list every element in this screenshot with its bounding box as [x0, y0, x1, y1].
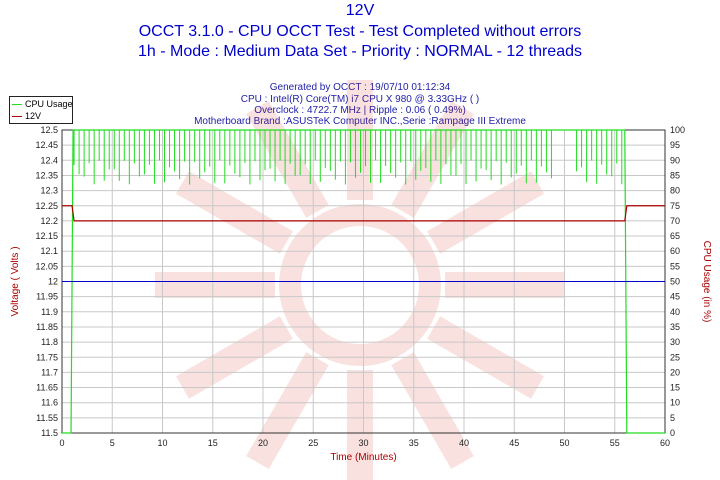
x-axis-label: Time (Minutes)	[330, 452, 396, 463]
y-tick-label: 12.5	[40, 125, 58, 135]
y-tick-label: 11.7	[41, 367, 58, 377]
x-tick-label: 20	[258, 438, 268, 448]
x-tick-label: 15	[208, 438, 218, 448]
y2-tick-label: 50	[670, 277, 680, 287]
legend-swatch-cpu-usage	[12, 104, 22, 106]
y-tick-label: 12.4	[40, 155, 58, 165]
y-tick-label: 12.15	[35, 231, 58, 241]
y2-tick-label: 85	[670, 170, 680, 180]
x-tick-label: 45	[509, 438, 519, 448]
legend-item-12v: 12V	[12, 110, 41, 122]
y2-tick-label: 75	[670, 201, 680, 211]
y-tick-label: 11.9	[41, 307, 58, 317]
legend: CPU Usage 12V	[9, 96, 73, 124]
y-tick-label: 11.65	[36, 383, 58, 393]
y-tick-label: 11.8	[41, 337, 58, 347]
y-tick-label: 12.1	[40, 246, 58, 256]
x-tick-label: 5	[110, 438, 115, 448]
y2-tick-label: 90	[670, 155, 680, 165]
info-generated: Generated by OCCT : 19/07/10 01:12:34	[269, 82, 451, 93]
chart-subtitle-test: OCCT 3.1.0 - CPU OCCT Test - Test Comple…	[138, 23, 582, 40]
y2-axis-label: CPU Usage (in %)	[701, 241, 712, 323]
y2-tick-label: 0	[670, 428, 675, 438]
y-axis-label: Voltage ( Volts )	[10, 246, 21, 316]
y-tick-label: 11.75	[36, 352, 58, 362]
legend-label-cpu-usage: CPU Usage	[25, 99, 73, 109]
y2-tick-label: 80	[670, 186, 680, 196]
y-tick-label: 12.35	[35, 170, 58, 180]
series-line-12v	[62, 205, 665, 222]
x-tick-label: 55	[610, 438, 620, 448]
y2-tick-label: 30	[670, 337, 680, 347]
chart-subtitle-mode: 1h - Mode : Medium Data Set - Priority :…	[137, 43, 582, 60]
x-tick-label: 35	[409, 438, 419, 448]
x-tick-label: 0	[59, 438, 64, 448]
series-line-cpu-usage	[62, 129, 665, 434]
y2-tick-label: 60	[670, 246, 680, 256]
y2-tick-label: 15	[670, 383, 680, 393]
y2-tick-label: 45	[670, 292, 680, 302]
watermark-logo	[155, 80, 565, 480]
legend-label-12v: 12V	[25, 111, 42, 121]
y-tick-label: 11.6	[41, 398, 58, 408]
y-tick-label: 12.3	[40, 186, 58, 196]
y-tick-label: 11.55	[36, 413, 58, 423]
legend-swatch-12v	[12, 116, 22, 118]
y2-tick-label: 40	[670, 307, 680, 317]
y-tick-label: 11.95	[36, 292, 58, 302]
y-tick-label: 11.5	[41, 428, 58, 438]
y-tick-label: 12.2	[40, 216, 58, 226]
y2-tick-label: 100	[670, 125, 685, 135]
x-tick-label: 25	[308, 438, 318, 448]
x-tick-label: 10	[157, 438, 167, 448]
y2-tick-label: 20	[670, 367, 680, 377]
y2-tick-label: 55	[670, 261, 680, 271]
x-tick-label: 30	[358, 438, 368, 448]
y2-tick-label: 10	[670, 398, 680, 408]
x-tick-label: 40	[459, 438, 469, 448]
y2-tick-label: 65	[670, 231, 680, 241]
info-cpu: CPU : Intel(R) Core(TM) i7 CPU X 980 @ 3…	[240, 94, 480, 105]
y-tick-label: 11.85	[36, 322, 58, 332]
y2-tick-label: 95	[670, 140, 680, 150]
y2-tick-label: 35	[670, 322, 680, 332]
y-tick-label: 12	[48, 277, 58, 287]
y2-tick-label: 70	[670, 216, 680, 226]
info-overclock: Overclock : 4722.7 MHz | Ripple : 0.06 (…	[254, 105, 466, 116]
chart-title: 12V	[345, 2, 375, 19]
y2-tick-label: 25	[670, 352, 680, 362]
legend-item-cpu-usage: CPU Usage	[12, 98, 73, 110]
x-tick-label: 50	[559, 438, 569, 448]
x-tick-label: 60	[660, 438, 670, 448]
y2-tick-label: 5	[670, 413, 675, 423]
y-tick-label: 12.25	[35, 201, 58, 211]
info-motherboard: Motherboard Brand :ASUSTeK Computer INC.…	[194, 116, 526, 127]
y-tick-label: 12.05	[35, 261, 58, 271]
y-tick-label: 12.45	[35, 140, 58, 150]
